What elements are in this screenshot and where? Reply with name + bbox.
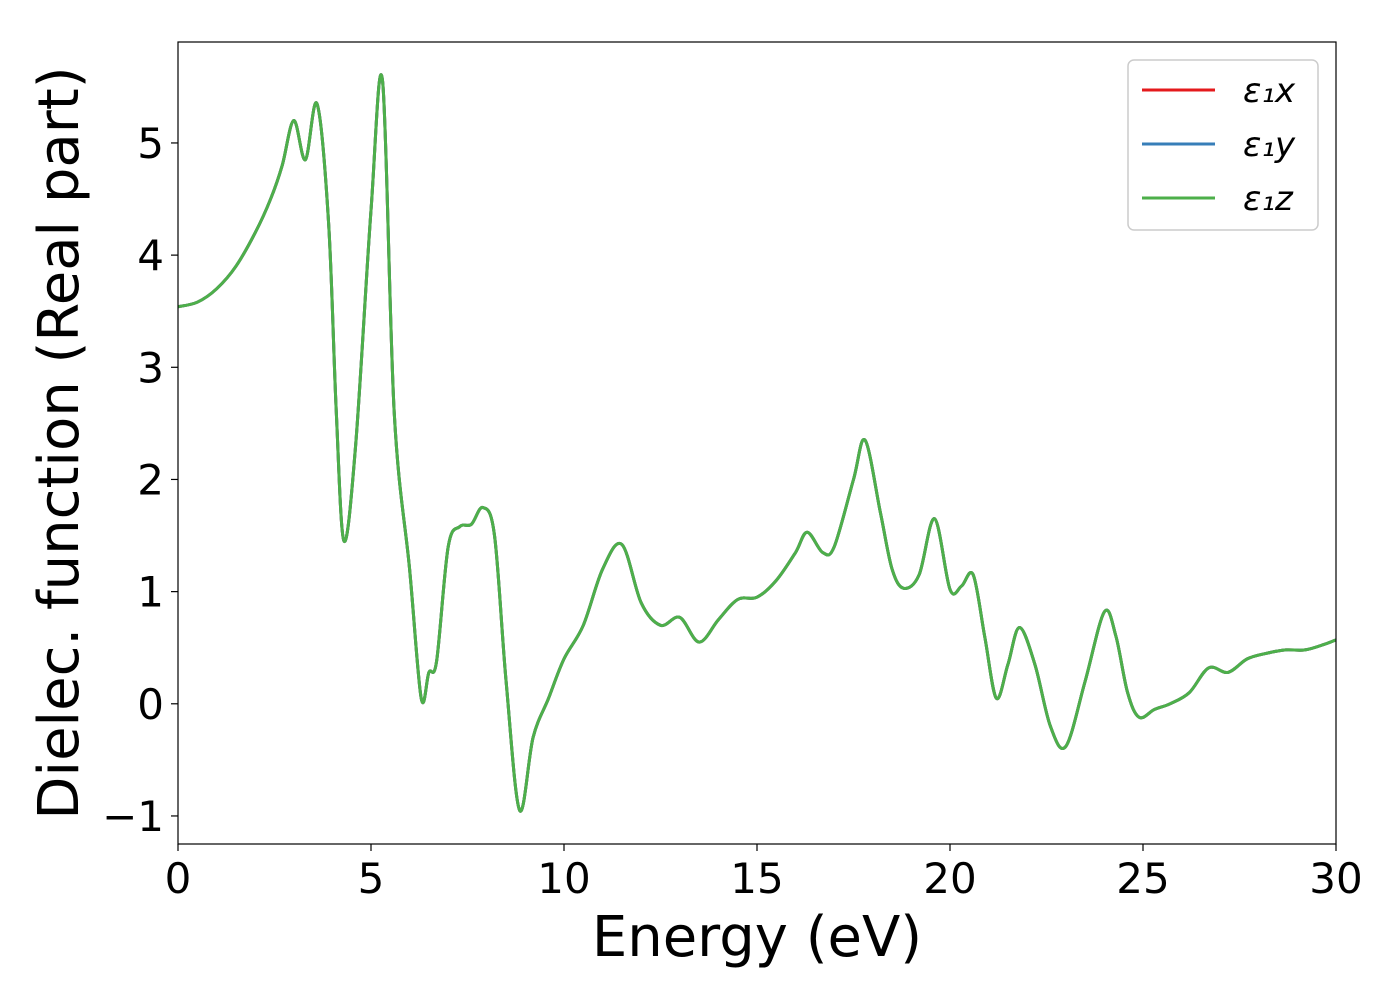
y-tick-label: 2 — [137, 455, 164, 504]
legend-label-2: ε₁y — [1243, 125, 1296, 165]
x-axis-label: Energy (eV) — [592, 905, 922, 970]
x-tick-label: 25 — [1116, 854, 1169, 903]
y-tick-label: −1 — [102, 792, 164, 841]
x-tick-label: 15 — [730, 854, 783, 903]
legend-label-3: ε₁z — [1243, 179, 1294, 219]
y-tick-label: 1 — [137, 568, 164, 617]
legend-label-1: ε₁x — [1243, 71, 1296, 111]
series-layer — [177, 73, 1337, 813]
x-tick-label: 20 — [923, 854, 976, 903]
y-axis-label: Dielec. function (Real part) — [27, 66, 92, 819]
x-axis: 0 5 10 15 20 25 30 — [165, 844, 1363, 903]
legend-box — [1127, 59, 1319, 231]
y-tick-label: 4 — [137, 231, 164, 280]
y-tick-label: 0 — [137, 680, 164, 729]
x-tick-label: 30 — [1309, 854, 1362, 903]
x-tick-label: 5 — [358, 854, 385, 903]
x-tick-label: 0 — [165, 854, 192, 903]
x-tick-label: 10 — [537, 854, 590, 903]
series-line-3 — [177, 73, 1337, 813]
y-tick-label: 5 — [137, 119, 164, 168]
y-tick-label: 3 — [137, 343, 164, 392]
legend: ε₁x ε₁y ε₁z — [1127, 59, 1319, 231]
y-axis: −1 0 1 2 3 4 5 — [102, 119, 178, 841]
